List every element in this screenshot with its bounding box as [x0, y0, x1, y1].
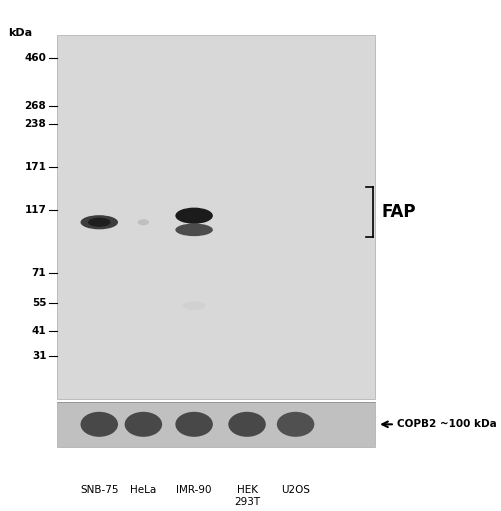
- Text: 71: 71: [32, 268, 46, 278]
- Text: COPB2 ~100 kDa: COPB2 ~100 kDa: [396, 420, 496, 429]
- Text: HeLa: HeLa: [130, 485, 156, 495]
- Ellipse shape: [88, 218, 110, 227]
- Ellipse shape: [137, 219, 149, 225]
- Text: 55: 55: [32, 298, 46, 308]
- Text: 117: 117: [25, 204, 46, 215]
- Text: U2OS: U2OS: [281, 485, 310, 495]
- Bar: [57, 402, 374, 447]
- Text: 460: 460: [25, 53, 46, 63]
- Ellipse shape: [124, 412, 162, 437]
- Ellipse shape: [228, 412, 265, 437]
- Text: SNB-75: SNB-75: [80, 485, 118, 495]
- Text: 31: 31: [32, 351, 46, 361]
- Text: FAP: FAP: [381, 203, 415, 221]
- Ellipse shape: [80, 412, 118, 437]
- Ellipse shape: [175, 207, 212, 224]
- Text: 171: 171: [25, 161, 46, 172]
- Ellipse shape: [80, 215, 118, 229]
- Text: HEK
293T: HEK 293T: [233, 485, 260, 506]
- Text: 238: 238: [25, 119, 46, 129]
- Ellipse shape: [182, 301, 205, 310]
- Ellipse shape: [175, 412, 212, 437]
- Ellipse shape: [276, 412, 314, 437]
- Text: IMR-90: IMR-90: [176, 485, 211, 495]
- Bar: [57, 35, 374, 399]
- Text: 268: 268: [25, 101, 46, 111]
- Ellipse shape: [175, 223, 212, 236]
- Text: kDa: kDa: [8, 28, 32, 38]
- Text: 41: 41: [32, 326, 46, 336]
